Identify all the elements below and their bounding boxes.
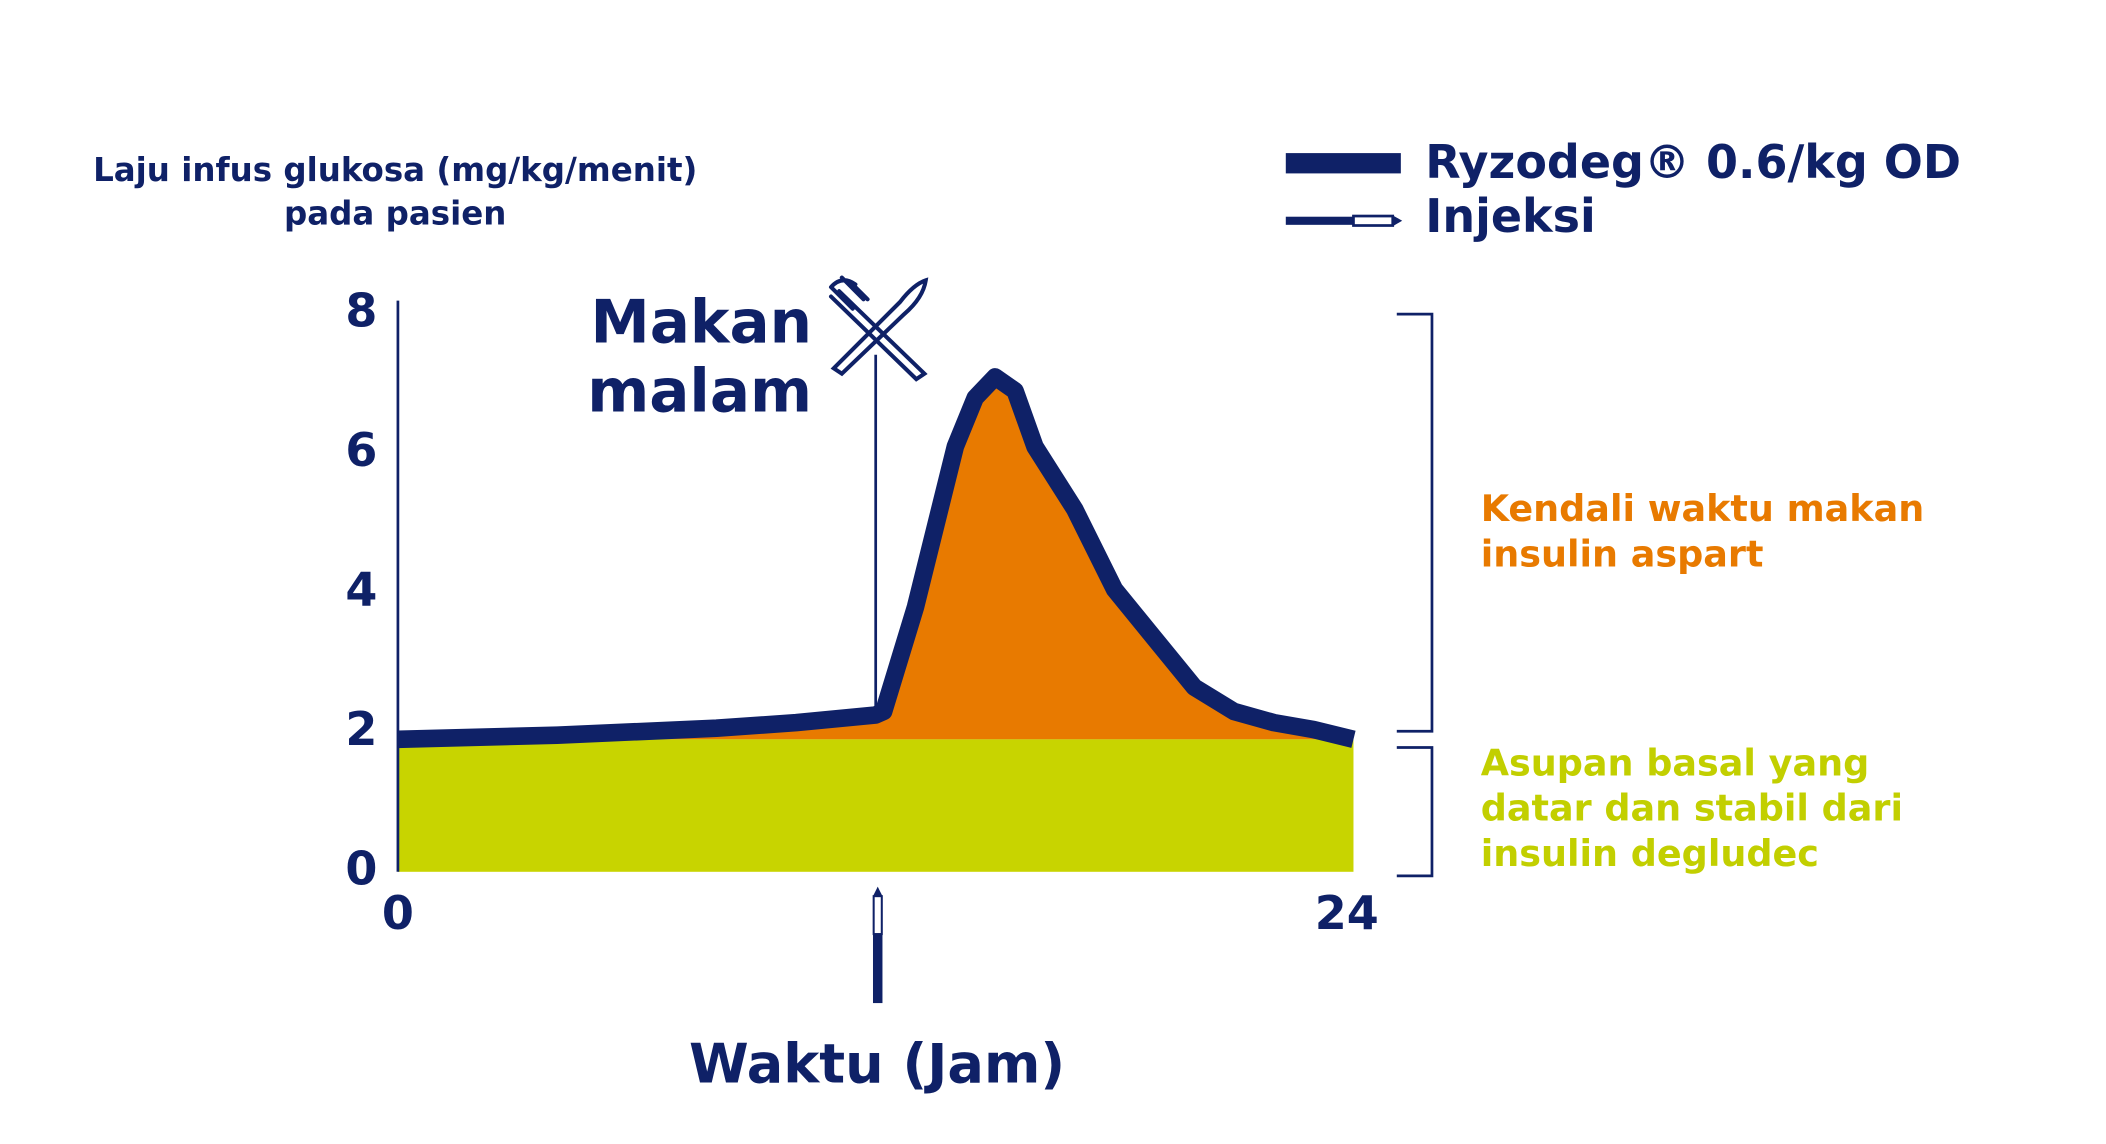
- y-tick-label: 4: [345, 562, 377, 616]
- y-axis-label: pada pasien: [284, 194, 506, 232]
- bolus-label: Kendali waktu makan: [1481, 487, 1925, 530]
- basal-label: datar dan stabil dari: [1481, 787, 1903, 830]
- meal-label: malam: [587, 357, 812, 426]
- y-tick-label: 0: [345, 841, 377, 895]
- ryzodeg-line: [397, 368, 1356, 749]
- legend-line-icon: [1285, 153, 1401, 174]
- x-tick-label: 0: [382, 886, 414, 940]
- bolus-area: [397, 376, 1354, 740]
- y-tick-label: 6: [345, 423, 377, 477]
- y-axis-label: Laju infus glukosa (mg/kg/menit): [93, 151, 697, 189]
- basal-area: [397, 739, 1354, 872]
- x-tick-label: 24: [1315, 886, 1379, 940]
- basal-label: Asupan basal yang: [1481, 741, 1870, 784]
- bolus-brace: [1396, 312, 1434, 733]
- basal-label: insulin degludec: [1481, 832, 1819, 875]
- y-tick-label: 2: [345, 702, 377, 756]
- bolus-label: insulin aspart: [1481, 532, 1764, 575]
- legend-label: Ryzodeg® 0.6/kg OD: [1425, 135, 1961, 189]
- legend-injection-icon: [1285, 214, 1403, 227]
- injection-marker: [872, 886, 883, 1004]
- basal-brace: [1396, 746, 1434, 878]
- y-tick-label: 8: [345, 284, 377, 338]
- x-axis-label: Waktu (Jam): [689, 1033, 1065, 1096]
- legend-label: Injeksi: [1425, 189, 1596, 243]
- meal-label: Makan: [590, 288, 812, 357]
- cutlery-icon: [829, 275, 929, 382]
